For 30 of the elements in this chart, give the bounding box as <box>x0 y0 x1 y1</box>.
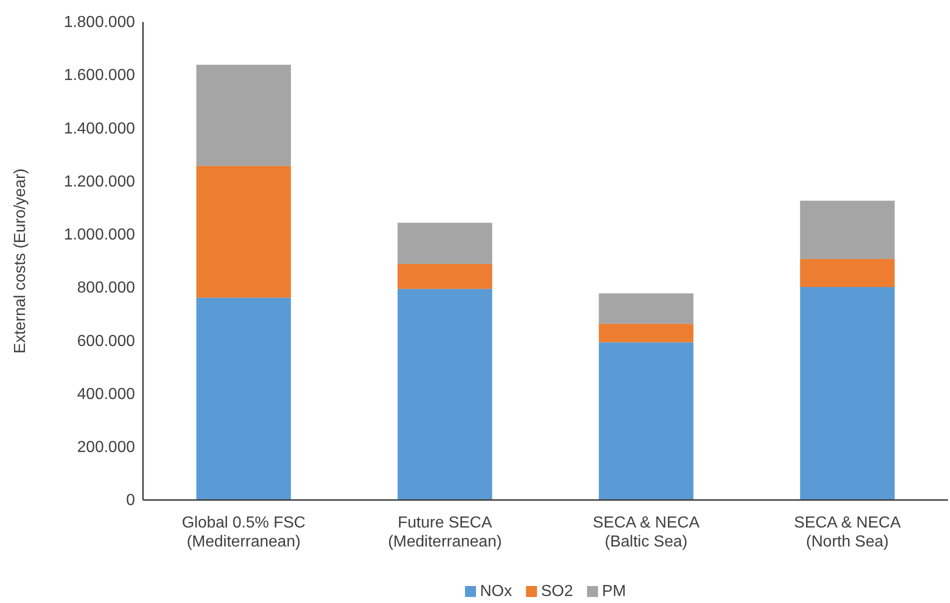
y-tick-label: 600.000 <box>77 332 136 350</box>
bar <box>398 264 492 289</box>
bar <box>196 166 291 298</box>
bar <box>800 258 895 288</box>
bar <box>598 293 694 324</box>
x-tick-label: SECA & NECA (Baltic Sea) <box>592 514 700 551</box>
legend-label: PM <box>602 583 626 600</box>
x-tick-label: Future SECA (Mediterranean) <box>388 514 502 551</box>
y-tick-label: 1.600.000 <box>64 67 136 84</box>
bar <box>598 342 694 500</box>
bar <box>800 200 895 259</box>
bar <box>196 298 291 500</box>
bar <box>398 288 492 500</box>
y-axis-title: External costs (Euro/year) <box>12 168 29 354</box>
legend-label: SO2 <box>540 583 574 600</box>
y-tick-label: 400.000 <box>77 386 136 403</box>
x-tick-label: Global 0.5% FSC (Mediterranean) <box>182 514 306 551</box>
bar <box>196 64 291 166</box>
y-tick-label: 1.800.000 <box>64 14 136 32</box>
y-tick-label: 1.400.000 <box>64 120 136 138</box>
y-tick-label: 1.200.000 <box>64 173 136 190</box>
legend-label: NOx <box>480 583 512 600</box>
y-tick-label: 800.000 <box>77 280 136 297</box>
y-tick-label: 200.000 <box>77 439 136 456</box>
y-tick-label: 0 <box>126 492 136 510</box>
bar <box>398 222 492 264</box>
bar <box>800 287 895 500</box>
y-tick-label: 1.000.000 <box>64 226 136 244</box>
bar <box>598 324 694 342</box>
x-tick-label: SECA & NECA (North Sea) <box>794 514 902 551</box>
